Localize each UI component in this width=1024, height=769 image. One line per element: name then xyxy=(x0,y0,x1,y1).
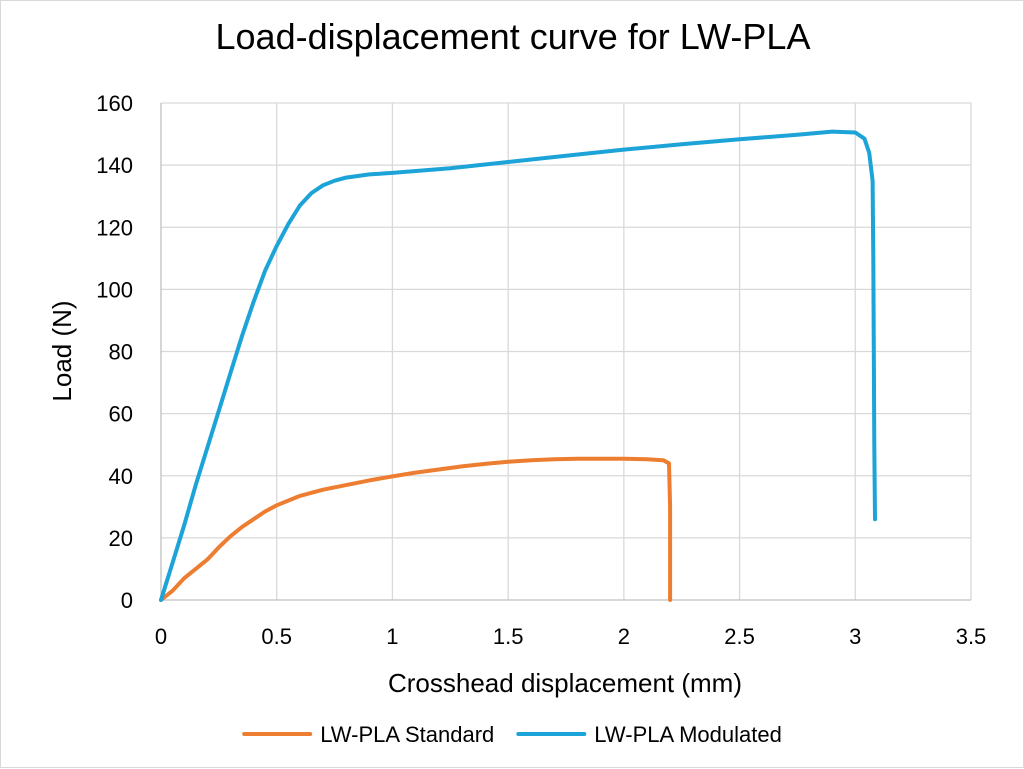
x-tick-label: 0 xyxy=(155,624,167,649)
legend-label: LW-PLA Standard xyxy=(320,722,494,747)
axes xyxy=(160,103,971,601)
legend-label: LW-PLA Modulated xyxy=(594,722,782,747)
tick-labels: 0 20 40 60 80 100 120 140 160 0 0.5 1 1.5 2 2.5 3 3.5 xyxy=(96,91,986,649)
x-tick-label: 1 xyxy=(386,624,398,649)
y-tick-label: 160 xyxy=(96,91,133,116)
chart-title: Load-displacement curve for LW-PLA xyxy=(216,16,811,57)
y-axis-title: Load (N) xyxy=(47,300,77,401)
legend-item-lw-pla-modulated: LW-PLA Modulated xyxy=(516,722,782,747)
series-line-lw-pla-standard xyxy=(159,456,673,602)
x-tick-label: 3.5 xyxy=(956,624,987,649)
x-tick-label: 0.5 xyxy=(261,624,292,649)
y-tick-label: 100 xyxy=(96,277,133,302)
y-tick-label: 80 xyxy=(109,340,133,365)
y-tick-label: 120 xyxy=(96,215,133,240)
y-tick-label: 60 xyxy=(109,402,133,427)
y-tick-label: 0 xyxy=(121,588,133,613)
gridlines xyxy=(161,102,972,600)
x-axis-title: Crosshead displacement (mm) xyxy=(388,668,742,698)
series-lines xyxy=(159,129,877,602)
x-tick-label: 1.5 xyxy=(493,624,524,649)
y-tick-label: 40 xyxy=(109,464,133,489)
series-line-lw-pla-modulated xyxy=(159,129,877,602)
legend: LW-PLA Standard LW-PLA Modulated xyxy=(242,722,782,747)
y-tick-label: 140 xyxy=(96,153,133,178)
x-tick-label: 2.5 xyxy=(724,624,755,649)
x-tick-label: 3 xyxy=(849,624,861,649)
x-tick-label: 2 xyxy=(618,624,630,649)
y-tick-label: 20 xyxy=(109,526,133,551)
legend-item-lw-pla-standard: LW-PLA Standard xyxy=(242,722,494,747)
